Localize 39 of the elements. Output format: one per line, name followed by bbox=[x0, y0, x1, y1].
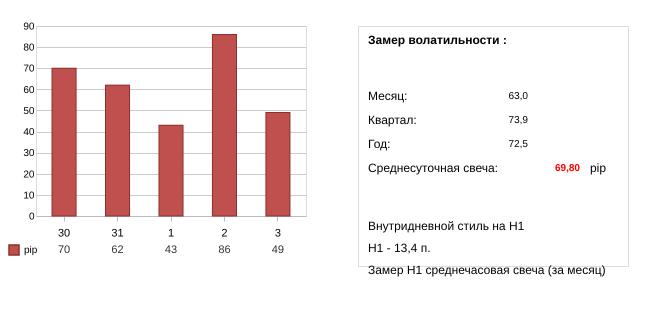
text: 73,9 bbox=[508, 115, 528, 126]
bar bbox=[212, 34, 237, 216]
text: 69,80 bbox=[554, 163, 580, 174]
x-tick-label: 30 bbox=[58, 228, 70, 240]
y-tick-label: 60 bbox=[23, 84, 35, 96]
x-tick-label: 2 bbox=[221, 228, 228, 240]
bar bbox=[105, 84, 130, 216]
bar bbox=[265, 112, 290, 216]
y-tick-label: 10 bbox=[23, 190, 35, 202]
text: Замер H1 среднечасовая свеча (за месяц) bbox=[368, 263, 606, 277]
y-tick-label: 40 bbox=[23, 127, 35, 138]
x-tick-label: 31 bbox=[111, 228, 124, 240]
y-tick-label: 30 bbox=[23, 148, 35, 160]
y-tick-label: 70 bbox=[23, 64, 35, 75]
y-tick-label: 80 bbox=[23, 42, 35, 54]
text: Квартал: bbox=[368, 113, 417, 127]
legend-label: pip bbox=[24, 245, 38, 256]
data-label: 43 bbox=[164, 244, 178, 256]
data-label: 49 bbox=[272, 244, 284, 256]
y-tick-label: 50 bbox=[23, 106, 35, 117]
text: Замер волатильности : bbox=[368, 33, 507, 47]
data-label: 86 bbox=[218, 244, 231, 256]
data-label: 70 bbox=[58, 244, 70, 256]
data-label: 62 bbox=[111, 244, 124, 256]
text: pip bbox=[590, 161, 606, 175]
x-tick-label: 3 bbox=[274, 228, 281, 240]
text: H1 - 13,4 п. bbox=[368, 241, 431, 255]
y-tick-label: 0 bbox=[28, 212, 35, 222]
bar bbox=[158, 124, 184, 216]
y-tick-label: 20 bbox=[23, 169, 35, 180]
text: 63,0 bbox=[508, 91, 528, 102]
text: Год: bbox=[368, 137, 390, 151]
text: Внутридневной стиль на H1 bbox=[368, 219, 525, 233]
text: Среднесуточная свеча: bbox=[368, 161, 498, 175]
bar bbox=[52, 68, 77, 216]
text: Месяц: bbox=[368, 89, 408, 103]
text: 72,5 bbox=[508, 139, 528, 150]
x-tick-label: 1 bbox=[168, 228, 174, 240]
y-tick-label: 90 bbox=[23, 22, 35, 32]
